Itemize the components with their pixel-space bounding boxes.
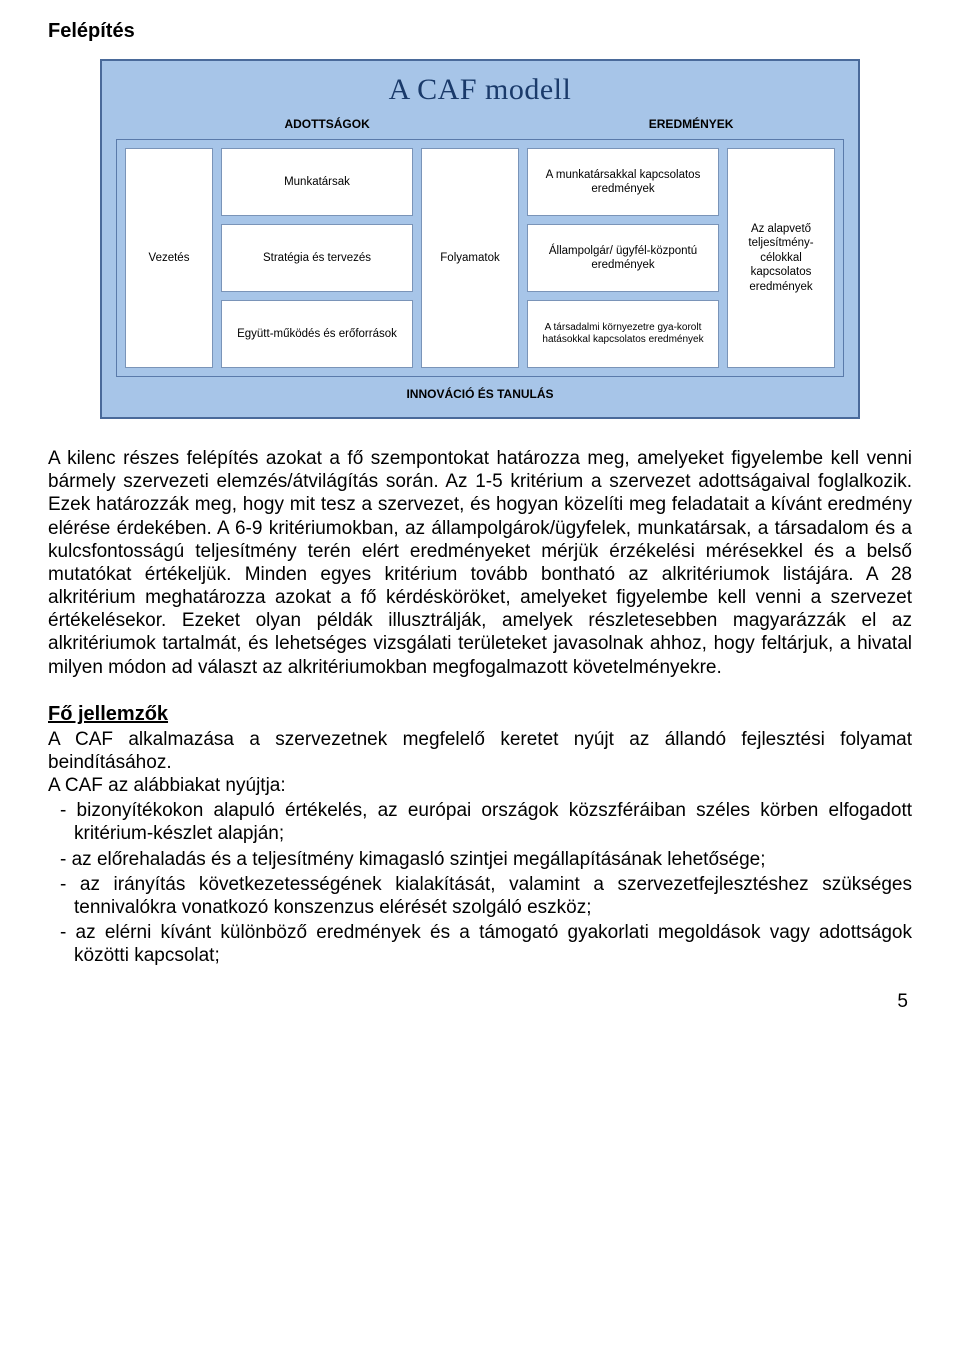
diagram-title: A CAF modell <box>116 73 844 107</box>
box-ugyfel-eredmenyek: Állampolgár/ ügyfél-központú eredmények <box>527 224 719 292</box>
header-eredmenyek: EREDMÉNYEK <box>538 117 844 131</box>
diagram-frame: Vezetés Munkatársak Stratégia és tervezé… <box>116 139 844 377</box>
col-folyamatok: Folyamatok <box>421 148 519 368</box>
box-folyamatok: Folyamatok <box>421 148 519 368</box>
box-egyuttmukodes: Együtt-működés és erőforrások <box>221 300 413 368</box>
intro-line-1: A CAF alkalmazása a szervezetnek megfele… <box>48 728 912 774</box>
col-results-mid: A munkatársakkal kapcsolatos eredmények … <box>527 148 719 368</box>
bullet-list: bizonyítékokon alapuló értékelés, az eur… <box>48 799 912 967</box>
diagram-container: A CAF modell ADOTTSÁGOK EREDMÉNYEK Vezet… <box>48 59 912 419</box>
features-section: Fő jellemzők A CAF alkalmazása a szervez… <box>48 703 912 968</box>
diagram-grid: Vezetés Munkatársak Stratégia és tervezé… <box>125 148 835 368</box>
col-enablers-mid: Munkatársak Stratégia és tervezés Együtt… <box>221 148 413 368</box>
box-munkatarsak: Munkatársak <box>221 148 413 216</box>
box-munkatarsak-eredmenyek: A munkatársakkal kapcsolatos eredmények <box>527 148 719 216</box>
col-teljesitmeny: Az alapvető teljesítmény-célokkal kapcso… <box>727 148 835 368</box>
diagram-top-headers: ADOTTSÁGOK EREDMÉNYEK <box>116 117 844 131</box>
section-heading: Felépítés <box>48 20 912 43</box>
list-item: az előrehaladás és a teljesítmény kimaga… <box>48 848 912 871</box>
header-adottsagok: ADOTTSÁGOK <box>116 117 538 131</box>
list-item: bizonyítékokon alapuló értékelés, az eur… <box>48 799 912 845</box>
box-tarsadalmi-eredmenyek: A társadalmi környezetre gya-korolt hatá… <box>527 300 719 368</box>
col-vezetes: Vezetés <box>125 148 213 368</box>
list-item: az elérni kívánt különböző eredmények és… <box>48 921 912 967</box>
box-strategia: Stratégia és tervezés <box>221 224 413 292</box>
list-item: az irányítás következetességének kialakí… <box>48 873 912 919</box>
page-number: 5 <box>48 991 912 1013</box>
caf-model-diagram: A CAF modell ADOTTSÁGOK EREDMÉNYEK Vezet… <box>100 59 860 419</box>
intro-line-2: A CAF az alábbiakat nyújtja: <box>48 774 912 797</box>
body-paragraph: A kilenc részes felépítés azokat a fő sz… <box>48 447 912 679</box>
diagram-footer-label: INNOVÁCIÓ ÉS TANULÁS <box>116 387 844 401</box>
box-vezetes: Vezetés <box>125 148 213 368</box>
sub-heading: Fő jellemzők <box>48 703 912 726</box>
box-teljesitmeny-eredmenyek: Az alapvető teljesítmény-célokkal kapcso… <box>727 148 835 368</box>
